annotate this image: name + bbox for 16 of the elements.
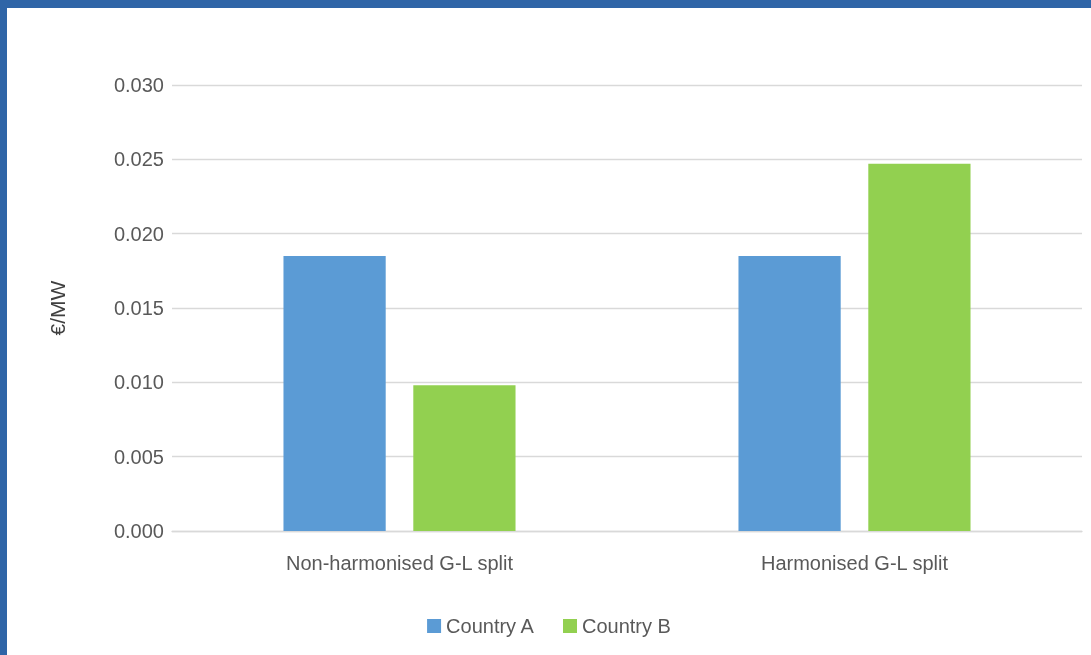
y-tick-label: 0.010 (113, 371, 164, 394)
x-tick-label: Harmonised G-L split (760, 552, 949, 574)
bar (283, 255, 386, 531)
y-tick-label: 0.025 (113, 148, 164, 171)
bar (868, 163, 971, 531)
y-tick-label: 0.030 (113, 74, 164, 96)
legend-label: Country B (582, 615, 671, 637)
legend-label: Country A (446, 615, 535, 637)
bar (413, 385, 516, 531)
y-axis-title: €/MW (46, 280, 69, 336)
bar (738, 255, 841, 531)
y-tick-label: 0.005 (113, 445, 164, 468)
y-tick-label: 0.020 (113, 222, 164, 245)
x-tick-label: Non-harmonised G-L split (285, 552, 514, 574)
y-tick-label: 0.000 (113, 520, 164, 542)
y-tick-label: 0.015 (113, 297, 164, 319)
